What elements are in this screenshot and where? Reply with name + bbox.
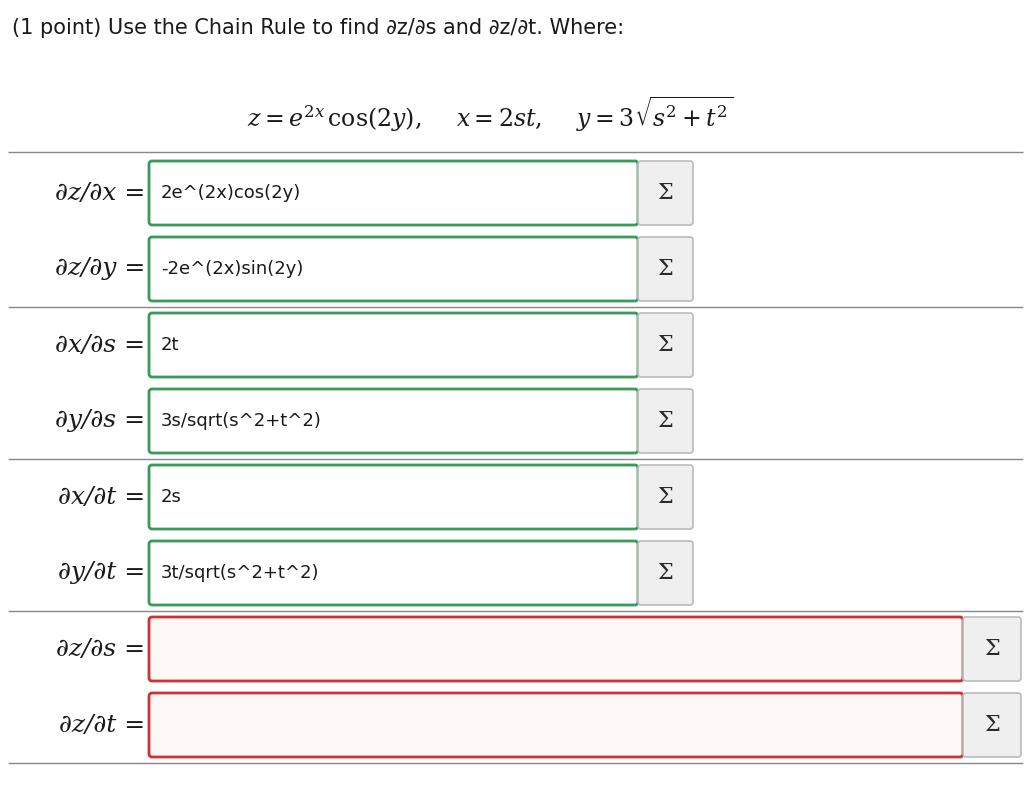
FancyBboxPatch shape xyxy=(638,541,693,605)
Text: 2s: 2s xyxy=(161,488,181,506)
Text: $\Sigma$: $\Sigma$ xyxy=(658,259,673,279)
Text: $\Sigma$: $\Sigma$ xyxy=(658,563,673,583)
FancyBboxPatch shape xyxy=(149,313,638,377)
FancyBboxPatch shape xyxy=(149,161,638,225)
FancyBboxPatch shape xyxy=(963,617,1021,681)
Text: 3s/sqrt(s^2+t^2): 3s/sqrt(s^2+t^2) xyxy=(161,412,322,430)
FancyBboxPatch shape xyxy=(638,389,693,453)
Text: ∂z/∂x =: ∂z/∂x = xyxy=(55,182,145,205)
FancyBboxPatch shape xyxy=(638,161,693,225)
Text: $z = e^{2x}\,\cos(2y),$    $x = 2st,$    $y = 3\sqrt{s^2+t^2}$: $z = e^{2x}\,\cos(2y),$ $x = 2st,$ $y = … xyxy=(247,95,733,135)
Text: ∂x/∂t =: ∂x/∂t = xyxy=(58,486,145,508)
Text: ∂z/∂y =: ∂z/∂y = xyxy=(55,257,145,280)
Text: $\Sigma$: $\Sigma$ xyxy=(658,335,673,355)
FancyBboxPatch shape xyxy=(149,237,638,301)
Text: -2e^(2x)sin(2y): -2e^(2x)sin(2y) xyxy=(161,260,303,278)
FancyBboxPatch shape xyxy=(963,693,1021,757)
Text: ∂y/∂t =: ∂y/∂t = xyxy=(58,561,145,585)
FancyBboxPatch shape xyxy=(638,313,693,377)
FancyBboxPatch shape xyxy=(149,465,638,529)
Text: 2e^(2x)cos(2y): 2e^(2x)cos(2y) xyxy=(161,184,301,202)
FancyBboxPatch shape xyxy=(149,693,963,757)
Text: (1 point) Use the Chain Rule to find ∂z/∂s and ∂z/∂t. Where:: (1 point) Use the Chain Rule to find ∂z/… xyxy=(12,18,624,38)
Text: ∂y/∂s =: ∂y/∂s = xyxy=(55,409,145,433)
Text: 3t/sqrt(s^2+t^2): 3t/sqrt(s^2+t^2) xyxy=(161,564,320,582)
Text: ∂x/∂s =: ∂x/∂s = xyxy=(55,334,145,357)
FancyBboxPatch shape xyxy=(149,617,963,681)
Text: $\Sigma$: $\Sigma$ xyxy=(984,715,1000,735)
Text: 2t: 2t xyxy=(161,336,179,354)
FancyBboxPatch shape xyxy=(149,389,638,453)
Text: $\Sigma$: $\Sigma$ xyxy=(658,487,673,507)
Text: $\Sigma$: $\Sigma$ xyxy=(658,411,673,431)
FancyBboxPatch shape xyxy=(149,541,638,605)
FancyBboxPatch shape xyxy=(638,237,693,301)
Text: ∂z/∂s =: ∂z/∂s = xyxy=(56,637,145,660)
FancyBboxPatch shape xyxy=(638,465,693,529)
Text: $\Sigma$: $\Sigma$ xyxy=(658,183,673,203)
Text: ∂z/∂t =: ∂z/∂t = xyxy=(59,714,145,737)
Text: $\Sigma$: $\Sigma$ xyxy=(984,639,1000,659)
